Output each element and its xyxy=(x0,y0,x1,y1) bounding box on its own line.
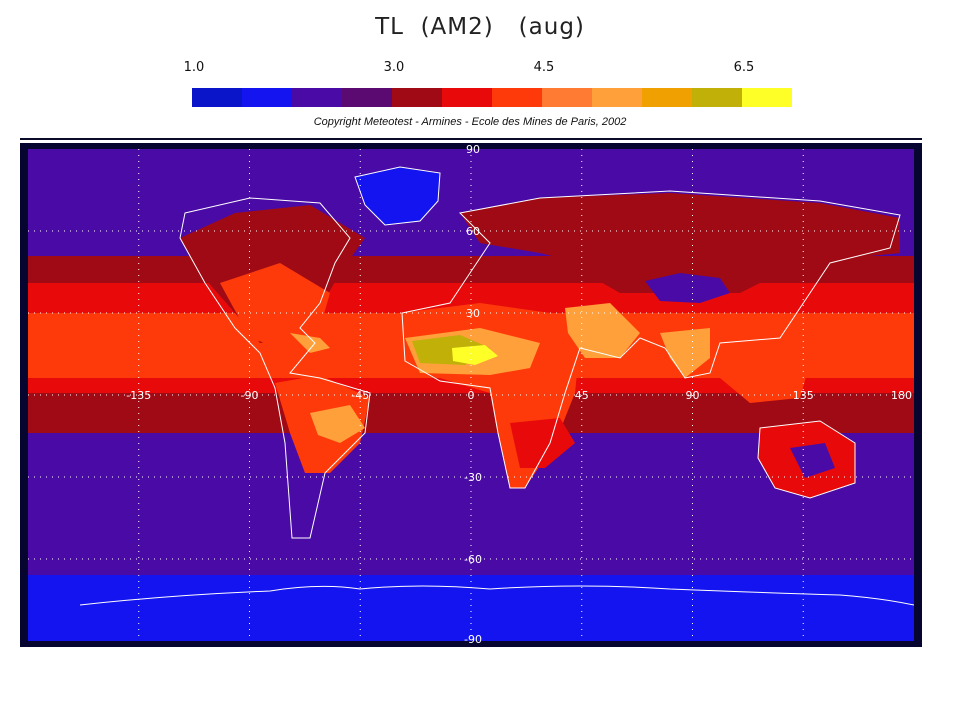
colorbar-swatch xyxy=(692,88,742,107)
colorbar-swatch xyxy=(442,88,492,107)
australia-interior xyxy=(790,443,835,478)
latitude-label: -30 xyxy=(464,471,482,484)
south-america-bright xyxy=(310,405,365,443)
map-axis-labels: -135 -90 -45 0 45 90 135 180 90 60 30 -30 -60 -90 xyxy=(126,143,912,646)
greenland-region xyxy=(355,167,440,225)
patagonia-region xyxy=(290,473,320,538)
divider xyxy=(20,138,922,140)
north-america-warm xyxy=(220,263,330,348)
central-america-warm xyxy=(290,333,330,353)
colorbar-swatch xyxy=(642,88,692,107)
southeast-asia-warm xyxy=(720,338,810,403)
antarctica-coastline xyxy=(79,585,914,606)
colorbar-swatch xyxy=(742,88,792,107)
colorbar-tick-label: 1.0 xyxy=(183,60,205,75)
longitude-label: 90 xyxy=(686,389,700,402)
colorbar-swatch xyxy=(242,88,292,107)
longitude-label: 180 xyxy=(891,389,912,402)
latitude-label: 90 xyxy=(466,143,480,156)
arabia-bright xyxy=(565,303,640,358)
colorbar-tick-label: 4.5 xyxy=(533,60,555,75)
sahara-yellow xyxy=(452,345,498,365)
latitude-label: 30 xyxy=(466,307,480,320)
longitude-label: -90 xyxy=(241,389,259,402)
latitude-label: -90 xyxy=(464,633,482,646)
colorbar-tick-label: 6.5 xyxy=(733,60,755,75)
longitude-label: 45 xyxy=(575,389,589,402)
eurasia-africa-coastline xyxy=(401,190,901,489)
colorbar-swatch xyxy=(192,88,242,107)
band-antarctic-blue xyxy=(28,565,914,641)
longitude-label: -135 xyxy=(126,389,151,402)
world-map: -135 -90 -45 0 45 90 135 180 90 60 30 -30 -60 -90 xyxy=(28,143,914,646)
colorbar xyxy=(192,88,792,107)
world-map-frame: -135 -90 -45 0 45 90 135 180 90 60 30 -30 -60 -90 xyxy=(20,143,922,647)
colorbar-swatch xyxy=(542,88,592,107)
greenland-coastline xyxy=(354,166,441,226)
southern-africa-red xyxy=(510,418,575,468)
longitude-label: -45 xyxy=(351,389,369,402)
latitude-label: 60 xyxy=(466,225,480,238)
latitude-label: -60 xyxy=(464,553,482,566)
colorbar-swatch xyxy=(292,88,342,107)
longitude-label: 0 xyxy=(468,389,475,402)
chart-title: TL (AM2) (aug) xyxy=(375,14,585,40)
india-warm xyxy=(660,328,710,378)
copyright-text: Copyright Meteotest - Armines - Ecole de… xyxy=(313,116,627,128)
colorbar-swatch xyxy=(492,88,542,107)
mongolia-purple xyxy=(645,273,730,303)
colorbar-tick-label: 3.0 xyxy=(383,60,405,75)
colorbar-swatch xyxy=(342,88,392,107)
australia-coastline xyxy=(757,420,856,499)
colorbar-swatch xyxy=(592,88,642,107)
map-grid xyxy=(28,149,914,641)
americas-coastline xyxy=(179,197,371,539)
colorbar-swatch xyxy=(392,88,442,107)
longitude-label: 135 xyxy=(793,389,814,402)
